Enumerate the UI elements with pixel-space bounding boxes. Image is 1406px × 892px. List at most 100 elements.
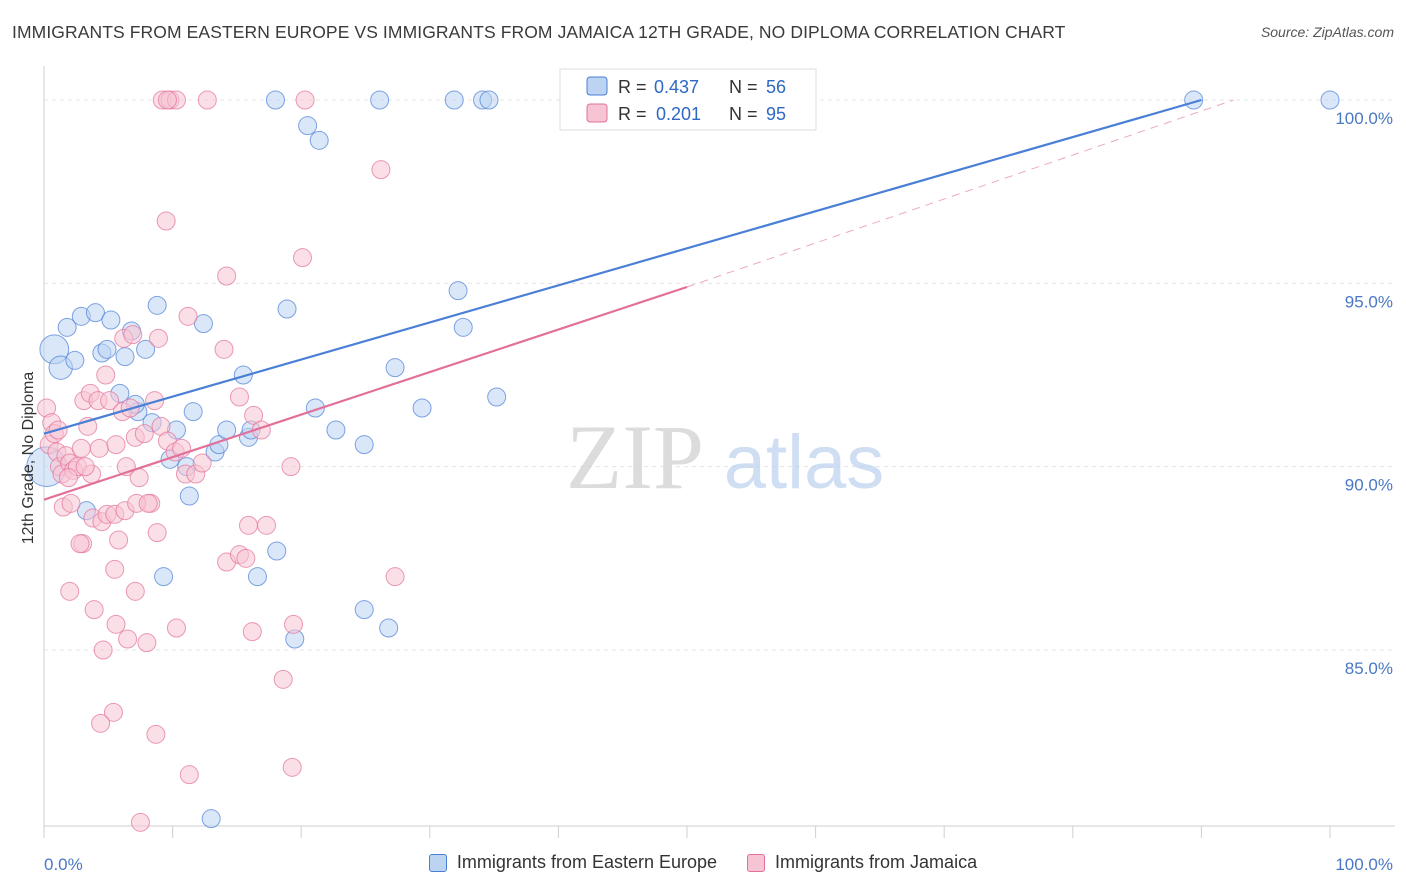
- point-jamaica-58: [147, 523, 167, 543]
- point-jamaica-81: [282, 757, 302, 777]
- tick-labels: 85.0% 90.0% 95.0% 100.0% 0.0% 100.0%: [44, 109, 1393, 874]
- point-jamaica-93: [75, 457, 95, 477]
- point-jamaica-84: [217, 266, 237, 286]
- chart-title: IMMIGRANTS FROM EASTERN EUROPE VS IMMIGR…: [12, 22, 1066, 42]
- point-jamaica-62: [238, 515, 258, 535]
- point-eastern-europe-47: [370, 90, 390, 110]
- point-eastern-europe-46: [265, 90, 285, 110]
- watermark-zip: ZIP: [566, 406, 704, 508]
- point-eastern-europe-12: [136, 339, 156, 359]
- point-eastern-europe-10: [115, 347, 135, 367]
- point-eastern-europe-50: [479, 90, 499, 110]
- point-eastern-europe-4: [65, 350, 85, 370]
- point-jamaica-11: [58, 468, 78, 488]
- trend-line-jamaica-extension: [686, 99, 1234, 288]
- point-jamaica-76: [273, 669, 293, 689]
- point-jamaica-14: [71, 438, 91, 458]
- legend-r-value-pink: 0.201: [656, 104, 701, 124]
- legend-n-value-blue: 56: [766, 77, 786, 97]
- point-jamaica-17: [89, 438, 109, 458]
- legend-r-value-blue: 0.437: [654, 77, 699, 97]
- point-eastern-europe-54: [1320, 90, 1340, 110]
- point-eastern-europe-34: [448, 281, 468, 301]
- point-jamaica-79: [146, 724, 166, 744]
- point-eastern-europe-30: [326, 420, 346, 440]
- point-jamaica-92: [157, 90, 177, 110]
- x-tick-label-1: 100.0%: [1335, 855, 1393, 874]
- y-axis-label: 12th Grade, No Diploma: [20, 372, 37, 545]
- trend-line-eastern-europe: [43, 98, 1202, 435]
- point-jamaica-42: [123, 325, 143, 345]
- point-jamaica-66: [84, 600, 104, 620]
- watermark-atlas: atlas: [724, 420, 885, 505]
- point-jamaica-13: [61, 493, 81, 513]
- legend-label-eastern-europe: Immigrants from Eastern Europe: [456, 852, 718, 872]
- point-eastern-europe-13: [147, 295, 167, 315]
- point-jamaica-85: [292, 248, 312, 268]
- point-jamaica-91: [295, 90, 315, 110]
- point-eastern-europe-43: [379, 618, 399, 638]
- legend-n-value-pink: 95: [766, 104, 786, 124]
- point-eastern-europe-7: [101, 310, 121, 330]
- point-eastern-europe-19: [183, 402, 203, 422]
- point-jamaica-49: [281, 457, 301, 477]
- point-eastern-europe-28: [277, 299, 297, 319]
- point-jamaica-75: [93, 640, 113, 660]
- legend-n-label-pink: N =: [729, 104, 758, 124]
- point-eastern-europe-14: [193, 314, 213, 334]
- trend-line-jamaica: [43, 285, 688, 501]
- point-jamaica-70: [118, 629, 138, 649]
- legend-swatch-jamaica: [747, 853, 766, 872]
- stats-legend: R = 0.437 N = 56 R = 0.201 N = 95: [559, 68, 817, 131]
- point-jamaica-31: [134, 424, 154, 444]
- legend-n-label-blue: N =: [729, 77, 758, 97]
- legend-r-label-blue: R =: [618, 77, 647, 97]
- trend-lines: [43, 98, 1234, 501]
- point-eastern-europe-27: [233, 365, 253, 385]
- point-eastern-europe-52: [309, 130, 329, 150]
- point-jamaica-23: [96, 365, 116, 385]
- point-jamaica-77: [103, 702, 123, 722]
- point-jamaica-56: [70, 534, 90, 554]
- data-points: [26, 90, 1340, 832]
- legend-item-jamaica: Immigrants from Jamaica: [747, 852, 977, 873]
- point-jamaica-73: [242, 622, 262, 642]
- point-jamaica-74: [283, 614, 303, 634]
- point-eastern-europe-6: [85, 303, 105, 323]
- point-jamaica-47: [244, 405, 264, 425]
- point-jamaica-83: [156, 211, 176, 231]
- point-eastern-europe-38: [179, 486, 199, 506]
- point-jamaica-68: [125, 581, 145, 601]
- point-jamaica-82: [130, 812, 150, 832]
- legend-swatch-pink: [586, 103, 608, 123]
- series-legend: Immigrants from Eastern Europe Immigrant…: [0, 852, 1406, 873]
- point-eastern-europe-32: [385, 358, 405, 378]
- point-jamaica-78: [91, 713, 111, 733]
- point-jamaica-46: [229, 387, 249, 407]
- point-eastern-europe-36: [487, 387, 507, 407]
- point-jamaica-72: [166, 618, 186, 638]
- point-jamaica-65: [60, 581, 80, 601]
- point-jamaica-44: [178, 306, 198, 326]
- point-jamaica-61: [236, 548, 256, 568]
- point-jamaica-69: [106, 614, 126, 634]
- point-eastern-europe-31: [354, 435, 374, 455]
- point-eastern-europe-39: [154, 567, 174, 587]
- point-eastern-europe-3: [57, 317, 77, 337]
- point-jamaica-40: [192, 453, 212, 473]
- point-jamaica-67: [105, 559, 125, 579]
- point-eastern-europe-51: [298, 116, 318, 136]
- y-tick-label-1: 90.0%: [1345, 476, 1393, 495]
- point-eastern-europe-41: [247, 567, 267, 587]
- x-tick-label-0: 0.0%: [44, 855, 83, 874]
- point-jamaica-90: [197, 90, 217, 110]
- legend-swatch-blue: [586, 76, 608, 96]
- point-jamaica-57: [109, 530, 129, 550]
- point-eastern-europe-40: [267, 541, 287, 561]
- point-jamaica-45: [214, 339, 234, 359]
- point-jamaica-86: [371, 160, 391, 180]
- axes: [43, 66, 1395, 838]
- legend-item-eastern-europe: Immigrants from Eastern Europe: [428, 852, 718, 873]
- point-eastern-europe-48: [444, 90, 464, 110]
- point-eastern-europe-9: [97, 339, 117, 359]
